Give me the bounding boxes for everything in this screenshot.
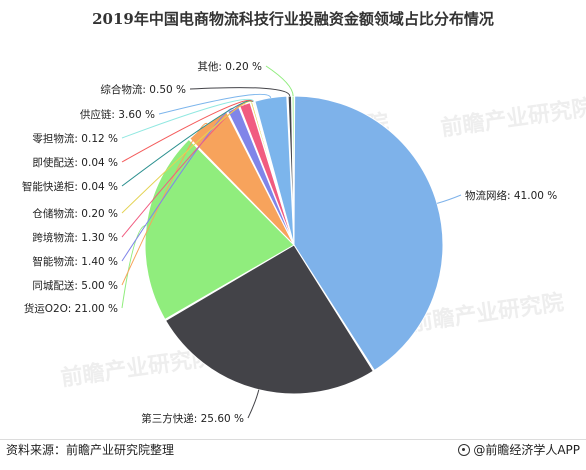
slice-label: 物流网络: 41.00 % bbox=[465, 189, 557, 202]
brand-label: @前瞻经济学人APP bbox=[473, 443, 580, 457]
footer-divider bbox=[0, 439, 586, 470]
slice-label: 即使配送: 0.04 % bbox=[32, 156, 118, 169]
leader-line bbox=[121, 224, 147, 309]
source-note: 资料来源：前瞻产业研究院整理 bbox=[6, 443, 175, 457]
slice-label: 零担物流: 0.12 % bbox=[32, 132, 118, 145]
leader-line bbox=[158, 93, 272, 115]
leader-line bbox=[247, 389, 260, 419]
brand-credit: @前瞻经济学人APP bbox=[458, 441, 580, 458]
leader-line bbox=[121, 100, 254, 187]
chart-title: 2019年中国电商物流科技行业投融资金额领域占比分布情况 bbox=[92, 10, 494, 28]
pie-chart: 物流网络: 41.00 % 第三方快递: 25.60 % 货运O2O: 21.00 … bbox=[22, 60, 557, 425]
slice-label: 同城配送: 5.00 % bbox=[32, 279, 118, 292]
slice-label: 智能快递柜: 0.04 % bbox=[22, 180, 118, 193]
leader-line bbox=[121, 122, 208, 286]
leader-line bbox=[121, 100, 252, 214]
leader-line bbox=[189, 87, 291, 97]
leader-line bbox=[121, 102, 246, 238]
brand-logo-icon bbox=[458, 443, 471, 456]
slice-label: 跨境物流: 1.30 % bbox=[32, 231, 118, 244]
slice-label: 智能物流: 1.40 % bbox=[32, 255, 118, 268]
leader-line bbox=[436, 194, 462, 204]
slice-label: 供应链: 3.60 % bbox=[80, 108, 155, 121]
pie-slice-segment-12 bbox=[291, 95, 295, 246]
pie-slice-segment-0 bbox=[293, 95, 444, 372]
leader-line bbox=[121, 99, 254, 163]
slice-label: 第三方快递: 25.60 % bbox=[141, 412, 244, 425]
slice-label: 综合物流: 0.50 % bbox=[100, 83, 186, 96]
leader-line bbox=[121, 98, 255, 139]
slice-label: 其他: 0.20 % bbox=[197, 60, 262, 73]
leader-line bbox=[265, 65, 294, 97]
pie-slice-segment-1 bbox=[164, 244, 374, 395]
slice-label: 仓储物流: 0.20 % bbox=[32, 207, 118, 220]
pie-slice-segment-10 bbox=[254, 95, 295, 246]
slice-label: 货运O2O: 21.00 % bbox=[24, 302, 118, 315]
